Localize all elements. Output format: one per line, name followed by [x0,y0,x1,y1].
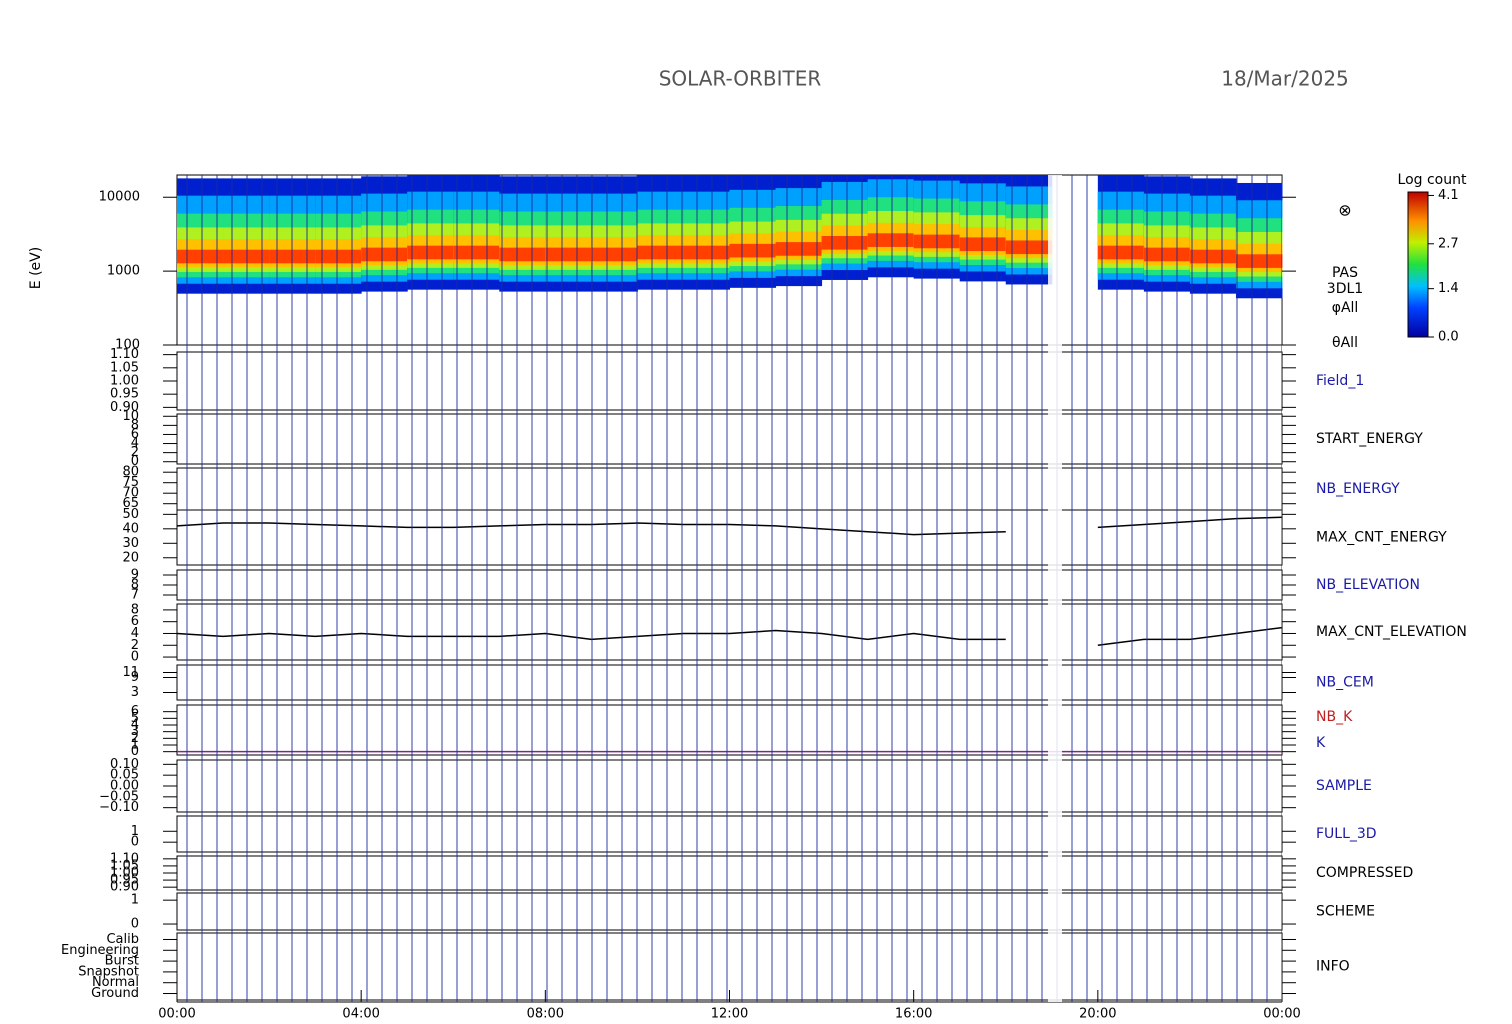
y-tick-label: 8 [131,418,139,433]
x-tick-label: 00:00 [1263,1007,1300,1021]
x-tick-label: 04:00 [342,1007,379,1021]
data-gap [1048,175,1062,1002]
y-tick-label: 8 [131,602,139,617]
y-tick-label: 0 [131,744,139,759]
y-tick-label: 50 [122,507,139,522]
y-tick-label: 70 [122,486,139,501]
panel-label: NB_K [1316,709,1353,725]
y-tick-label: 0 [131,917,139,932]
y-tick-label: 1.05 [110,858,139,873]
y-tick-label: 30 [122,536,139,551]
y-tick-label: 3 [131,724,139,739]
y-tick-label: 40 [122,521,139,536]
panel-label: INFO [1316,959,1350,975]
panel-label: NB_CEM [1316,675,1374,691]
direction-symbol: ⊗ [1338,201,1351,220]
y-tick-label: 0.10 [110,757,139,772]
y-tick-label: 1.10 [110,347,139,362]
y-tick-label: 1.00 [110,866,139,881]
panel-label: COMPRESSED [1316,865,1413,881]
y-tick-label: 0 [131,650,139,665]
panel-label: SCHEME [1316,904,1375,920]
panel-label: NB_ENERGY [1316,481,1400,497]
panel-label: K [1316,735,1326,751]
colorbar [1407,191,1429,338]
colorbar-tick-label: 2.7 [1438,236,1459,251]
y-tick-label: 1.10 [110,851,139,866]
colorbar-tick-label: 1.4 [1438,281,1459,296]
y-tick-label: 5 [131,711,139,726]
x-tick-label: 08:00 [527,1007,564,1021]
y-tick-label: 0.00 [110,779,139,794]
y-tick-label: Burst [105,954,139,969]
panel-label: SAMPLE [1316,778,1372,794]
y-tick-label: 10 [122,409,139,424]
y-tick-label: 75 [122,475,139,490]
y-tick-label: 1 [131,824,139,839]
panel-label: START_ENERGY [1316,431,1423,447]
panel-label: MAX_CNT_ELEVATION [1316,624,1467,640]
instrument-label: 3DL1 [1327,281,1363,297]
panel-label: MAX_CNT_ENERGY [1316,530,1447,546]
colorbar-label: Log count [1398,172,1467,188]
y-tick-label: 7 [131,588,139,603]
y-tick-label: Calib [106,932,139,947]
y-tick-label: 0.90 [110,880,139,895]
instrument-label: PAS [1332,265,1358,281]
y-tick-label: −0.10 [99,800,139,815]
y-tick-label: 100 [115,338,140,353]
y-tick-label: 0 [131,835,139,850]
panel-label: NB_ELEVATION [1316,577,1420,593]
y-tick-label: 10000 [99,190,140,205]
y-tick-label: 0 [131,454,139,469]
y-tick-label: 6 [131,614,139,629]
y-tick-label: 9 [131,670,139,685]
y-tick-label: 4 [131,718,139,733]
title: SOLAR-ORBITER [659,67,822,91]
y-tick-label: 2 [131,731,139,746]
y-tick-label: 4 [131,436,139,451]
instrument-label: φAll [1332,300,1359,316]
y-tick-label: 6 [131,427,139,442]
x-tick-label: 12:00 [711,1007,748,1021]
y-tick-label: 80 [122,465,139,480]
y-tick-label: 1 [131,738,139,753]
y-tick-label: 1000 [107,264,140,279]
instrument-label: θAll [1332,335,1358,351]
date: 18/Mar/2025 [1221,67,1349,91]
y-tick-label: 2 [131,445,139,460]
panel-label: FULL_3D [1316,826,1377,842]
y-tick-label: 3 [131,685,139,700]
x-tick-label: 20:00 [1079,1007,1116,1021]
y-tick-label: Ground [91,986,139,1001]
y-tick-label: 11 [122,665,139,680]
y-tick-label: 8 [131,578,139,593]
y-tick-label: 1.00 [110,374,139,389]
colorbar-tick-label: 4.1 [1438,188,1459,203]
y-tick-label: 0.05 [110,768,139,783]
y-tick-label: 9 [131,568,139,583]
y-tick-label: 20 [122,550,139,565]
y-tick-label: 6 [131,704,139,719]
event-markers [177,175,1282,1002]
y-tick-label: −0.05 [99,789,139,804]
y-axis-label: E (eV) [28,247,44,289]
y-tick-label: 2 [131,638,139,653]
y-tick-label: Snapshot [78,964,139,979]
y-tick-label: 1 [131,893,139,908]
y-tick-label: 1.05 [110,360,139,375]
y-tick-label: 4 [131,626,139,641]
panel-label: Field_1 [1316,373,1364,389]
x-tick-label: 00:00 [158,1007,195,1021]
y-tick-label: 65 [122,496,139,511]
y-tick-label: Engineering [61,943,139,958]
y-tick-label: Normal [92,975,139,990]
y-tick-label: 0.90 [110,400,139,415]
colorbar-tick-label: 0.0 [1438,330,1459,345]
x-tick-label: 16:00 [895,1007,932,1021]
y-tick-label: 0.95 [110,387,139,402]
y-tick-label: 0.95 [110,873,139,888]
